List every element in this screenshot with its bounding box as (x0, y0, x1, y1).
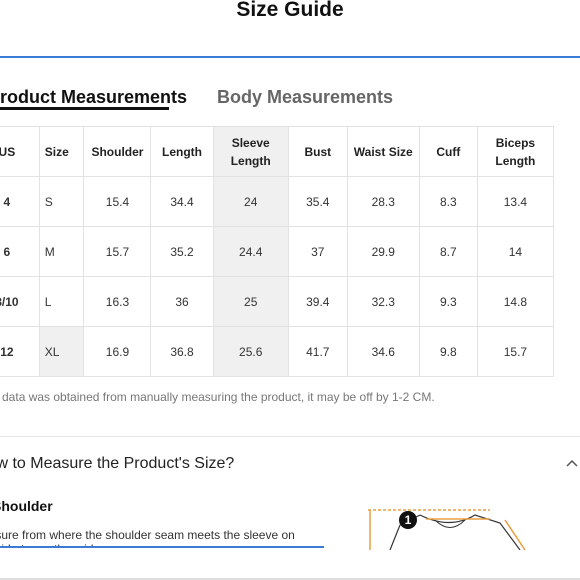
cell: 25 (212, 276, 289, 327)
cell: 16.9 (83, 326, 152, 377)
cell: 39.4 (287, 276, 348, 327)
cell: 25.6 (212, 326, 289, 377)
cell: 35.2 (150, 226, 214, 277)
cell: 36 (150, 276, 214, 327)
cell: 9.3 (418, 276, 478, 327)
tab[interactable]: Product Measurements (0, 87, 188, 107)
cell: 14.8 (476, 276, 555, 327)
section-title[interactable]: How to Measure the Product's Size? (0, 455, 235, 472)
cell: L (38, 276, 85, 327)
cell: 34.4 (150, 176, 214, 227)
tab[interactable]: Body Measurements (217, 87, 394, 107)
cell: 15.4 (83, 176, 152, 227)
column-header: Cuff (418, 126, 478, 177)
cell: 4 (0, 176, 40, 227)
cell: 34.6 (346, 326, 420, 377)
column-header: US (0, 126, 40, 177)
header-row: US Size Shoulder Length Sleeve Length Bust Wai… (0, 126, 555, 177)
cell: 12 (0, 326, 40, 377)
cell: 36.8 (150, 326, 214, 377)
column-header: Length (150, 126, 214, 177)
item-label: Shoulder (0, 498, 53, 514)
row: 6 M 15.7 35.2 24.4 37 29.9 8.7 14 (0, 226, 555, 277)
cell: M (38, 226, 85, 277)
cell: 29.9 (346, 226, 420, 277)
column-header: Waist Size (346, 126, 420, 177)
row: 4 S 15.4 34.4 24 35.4 28.3 8.3 13.4 (0, 176, 555, 227)
cell: 15.7 (83, 226, 152, 277)
cell: XL (38, 326, 85, 377)
column-header: Sleeve Length (212, 126, 289, 177)
title: Size Guide (236, 0, 344, 21)
cell: 6 (0, 226, 40, 277)
tab-underline (0, 107, 169, 110)
divider (0, 578, 580, 580)
size-table: US Size Shoulder Length Sleeve Length Bust Wai… (0, 126, 555, 377)
cell: 24.4 (212, 226, 289, 277)
column-header: Biceps Length (476, 126, 555, 177)
marker: 1 (405, 513, 412, 527)
column-header: Bust (287, 126, 348, 177)
cell: 41.7 (287, 326, 348, 377)
cell: 35.4 (287, 176, 348, 227)
divider (0, 436, 580, 437)
cell: 32.3 (346, 276, 420, 327)
column-header: Size (38, 126, 85, 177)
cell: 8/10 (0, 276, 40, 327)
cell: 28.3 (346, 176, 420, 227)
cell: S (38, 176, 85, 227)
cell: 8.7 (418, 226, 478, 277)
cell: 13.4 (476, 176, 555, 227)
chevron[interactable] (565, 456, 579, 470)
cell: 16.3 (83, 276, 152, 327)
cell: 14 (476, 226, 555, 277)
divider (0, 546, 324, 548)
column-header: Shoulder (83, 126, 152, 177)
item-text: Measure from where the shoulder seam mee… (0, 528, 295, 547)
cell: 8.3 (418, 176, 478, 227)
cell: 15.7 (476, 326, 555, 377)
cell: 37 (287, 226, 348, 277)
cell: 9.8 (418, 326, 478, 377)
note: The data was obtained from manually meas… (0, 390, 435, 404)
row: 12 XL 16.9 36.8 25.6 41.7 34.6 9.8 15.7 (0, 326, 555, 377)
cell: 24 (212, 176, 289, 227)
diagram: 1 (368, 509, 526, 550)
divider (0, 56, 580, 58)
